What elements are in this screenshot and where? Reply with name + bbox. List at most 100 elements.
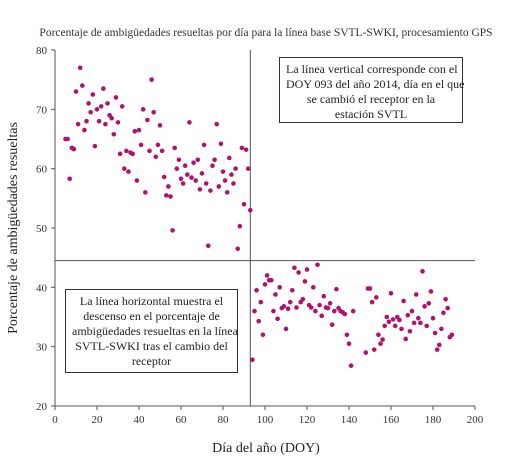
data-point [441,310,446,316]
data-point [80,83,85,88]
data-point [321,293,327,299]
data-point [136,127,142,133]
data-point [187,120,192,125]
x-tick-label: 120 [299,414,316,426]
y-tick-label: 50 [36,223,48,235]
data-point [140,107,146,112]
data-point [325,305,331,311]
data-point [449,332,455,338]
data-point [132,128,138,134]
data-point [248,207,253,213]
data-point [134,178,140,183]
data-point [155,142,161,148]
data-point [77,65,83,71]
data-point [71,146,77,152]
data-point [416,315,421,321]
data-point [94,107,100,112]
data-point [418,320,423,326]
data-point [317,302,322,308]
annotation-line: estación SVTL [334,107,408,121]
chart-title: Porcentaje de ambigüedades resueltas por… [39,27,492,39]
data-point [75,121,81,127]
data-point [218,141,224,147]
data-point [334,286,339,292]
data-point [178,176,184,182]
data-point [292,265,297,271]
x-tick-label: 200 [467,414,484,426]
data-point [189,175,194,180]
data-point [304,267,310,272]
data-point [90,92,96,97]
x-tick-label: 140 [341,414,358,426]
data-point [111,131,117,137]
data-point [245,166,251,171]
data-point [283,326,289,332]
data-point [397,317,402,323]
data-point [382,323,388,329]
data-point [260,332,266,338]
data-point [413,292,419,297]
data-point [105,101,110,106]
data-point [82,127,87,133]
data-point [84,118,89,124]
data-point [208,188,213,193]
x-tick-label: 160 [383,414,400,426]
data-point [210,163,215,168]
data-point [86,101,91,106]
data-point [426,301,432,306]
data-point [422,304,427,309]
data-point [348,363,354,368]
data-point [206,243,211,249]
data-point [250,357,255,363]
annotation-line: La línea vertical corresponde con el [286,62,458,76]
data-point [65,136,70,142]
x-tick-label: 60 [176,414,188,426]
data-point [363,350,369,355]
data-point [212,157,217,163]
data-point [185,172,190,177]
annotation-line: ambigüedades resueltas en la línea [72,324,238,338]
data-point [264,273,270,278]
data-point [439,326,444,332]
data-point [329,322,335,328]
data-point [172,145,177,151]
data-point [281,304,287,309]
data-points [63,65,455,368]
data-point [378,341,383,347]
data-point [126,169,131,174]
horizontal-line-annotation: La línea horizontal muestra el descenso … [65,289,238,373]
data-point [109,115,114,121]
data-point [73,89,79,94]
data-point [411,320,417,326]
data-point [342,311,348,317]
data-point [390,317,396,322]
data-point [420,269,425,274]
data-point [258,299,264,305]
data-point [138,142,144,148]
data-point [224,190,230,195]
data-point [434,347,440,352]
x-tick-label: 80 [218,414,230,426]
data-point [239,145,245,151]
data-point [157,123,163,128]
data-point [300,296,306,302]
data-point [147,148,152,154]
data-point [392,323,398,329]
data-point [327,301,333,306]
data-point [214,121,219,127]
data-point [161,174,167,180]
data-point [231,181,236,186]
data-point [277,285,283,290]
data-point [195,157,201,163]
data-point [424,323,430,329]
data-point [199,171,205,176]
y-tick-label: 60 [36,164,48,176]
data-point [170,228,175,233]
data-point [143,190,148,195]
data-point [222,178,228,183]
data-point [399,326,404,332]
data-point [430,315,436,321]
x-tick-label: 20 [92,414,104,426]
data-point [203,181,209,186]
y-tick-label: 80 [36,45,48,57]
